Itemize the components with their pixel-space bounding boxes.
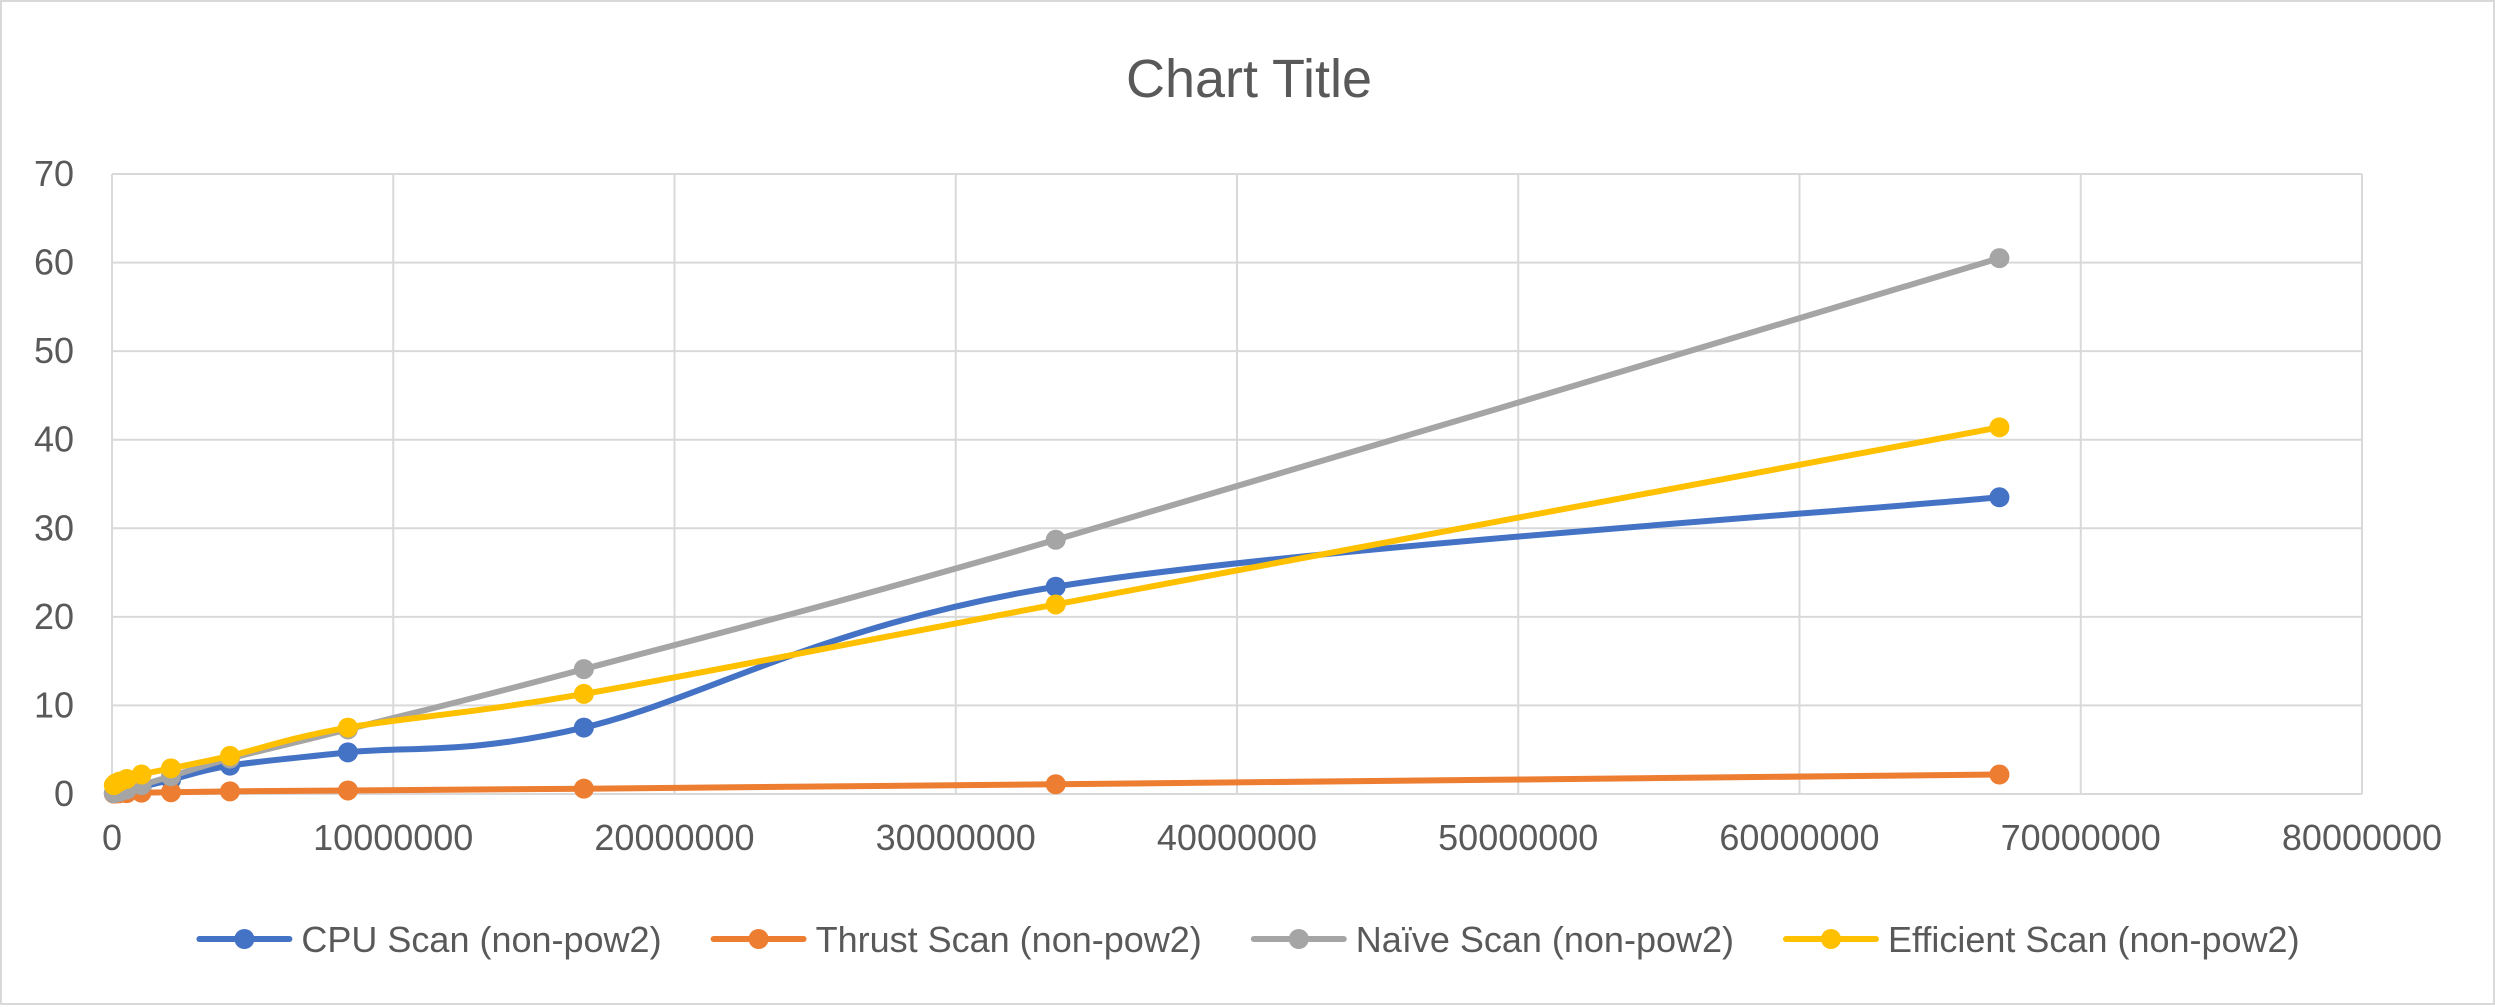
data-point [219,781,240,802]
legend-label: Efficient Scan (non-pow2) [1888,919,2300,960]
data-point [337,742,358,763]
data-point [1989,248,2010,269]
data-point [337,780,358,801]
legend-item: Thrust Scan (non-pow2) [710,919,1202,960]
data-point [573,778,594,799]
x-tick-label: 80000000 [2282,817,2442,858]
series-lines [103,248,2010,804]
legend-item: Naïve Scan (non-pow2) [1250,919,1734,960]
y-tick-label: 50 [34,330,74,371]
y-tick-label: 70 [34,153,74,194]
data-point [573,717,594,738]
legend: CPU Scan (non-pow2) Thrust Scan (non-pow2… [196,919,2300,960]
y-tick-label: 0 [54,773,74,814]
data-point [337,717,358,738]
legend-label: Naïve Scan (non-pow2) [1356,919,1734,960]
data-point [1045,529,1066,550]
series-2 [103,764,2010,804]
series-line [110,255,2003,797]
x-tick-label: 60000000 [1719,817,1879,858]
data-point [573,683,594,704]
y-tick-label: 20 [34,596,74,637]
data-point [219,745,240,766]
x-tick-label: 70000000 [2001,817,2161,858]
chart-title: Chart Title [1126,49,1372,109]
legend-label: CPU Scan (non-pow2) [301,919,661,960]
data-point [1989,417,2010,438]
data-point [1045,594,1066,615]
data-point [160,758,181,779]
y-tick-label: 10 [34,684,74,725]
data-point [1989,764,2010,785]
legend-swatch-marker [748,929,769,949]
legend-swatch-marker [1288,929,1309,949]
x-tick-label: 30000000 [876,817,1036,858]
legend-swatch-marker [234,929,255,949]
data-point [160,782,181,803]
x-tick-label: 10000000 [313,817,473,858]
data-point [1045,576,1066,597]
data-point [131,764,152,785]
legend-item: CPU Scan (non-pow2) [196,919,662,960]
data-point [1045,774,1066,795]
legend-swatch-marker [1821,929,1841,949]
axes: 0 10 20 30 40 50 60 70 0 10000000 20000000 30000000… [34,153,2442,858]
y-tick-label: 30 [34,507,74,548]
x-tick-label: 40000000 [1157,817,1317,858]
legend-item: Efficient Scan (non-pow2) [1783,919,2300,960]
y-tick-label: 40 [34,419,74,460]
y-tick-label: 60 [34,242,74,283]
series-4 [103,417,2010,796]
data-point [573,659,594,680]
data-point [1989,487,2010,508]
legend-label: Thrust Scan (non-pow2) [816,919,1202,960]
x-tick-label: 50000000 [1438,817,1598,858]
x-tick-label: 0 [102,817,122,858]
x-tick-label: 20000000 [594,817,754,858]
